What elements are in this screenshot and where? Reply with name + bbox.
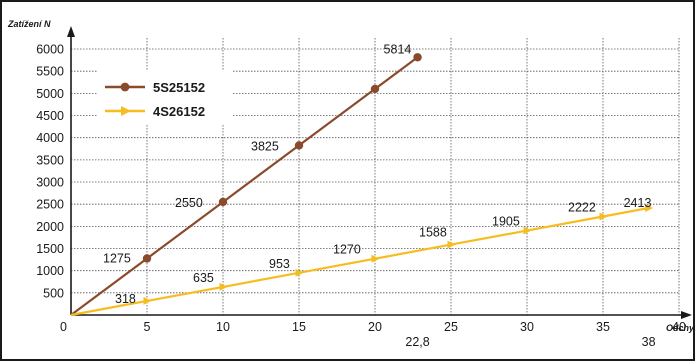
data-label: 3825 <box>251 139 279 153</box>
legend-box <box>97 70 232 125</box>
x-axis-arrow <box>681 311 692 319</box>
data-label: 318 <box>115 292 136 306</box>
gridlines <box>71 38 680 315</box>
data-point <box>295 268 304 277</box>
series <box>70 53 654 317</box>
data-point <box>219 282 228 291</box>
x-tick-label: 35 <box>596 320 610 334</box>
series-line <box>70 56 419 316</box>
y-tick-label: 5500 <box>36 65 64 79</box>
y-tick-label: 2000 <box>36 220 64 234</box>
y-tick-label: 500 <box>43 286 64 300</box>
origin-label: 0 <box>60 320 67 334</box>
y-tick-label: 6000 <box>36 43 64 57</box>
x-tick-label: 10 <box>216 320 230 334</box>
x-tick-label: 25 <box>444 320 458 334</box>
y-tick-label: 4500 <box>36 109 64 123</box>
x-extra-label: 22,8 <box>405 335 429 349</box>
y-tick-label: 2500 <box>36 198 64 212</box>
data-point <box>645 204 654 213</box>
legend-label: 4S26152 <box>153 104 205 119</box>
y-axis-title: Zatížení N <box>7 19 51 29</box>
data-point <box>599 212 608 221</box>
data-label: 1588 <box>419 226 447 240</box>
data-labels: 1275 2550 3825 5814 318 635 953 1270 1588 1905 222… <box>103 42 651 306</box>
data-point <box>371 254 380 263</box>
legend-marker <box>120 82 130 92</box>
x-axis-title: Odchylka mm <box>666 323 693 333</box>
y-tick-label: 1500 <box>36 242 64 256</box>
data-point <box>294 141 304 150</box>
x-extra-label: 38 <box>642 335 656 349</box>
y-tick-label: 4000 <box>36 131 64 145</box>
data-label: 1275 <box>103 251 131 265</box>
data-label: 2550 <box>175 196 203 210</box>
legend-label: 5S25152 <box>153 80 205 95</box>
series-line <box>70 206 649 317</box>
x-tick-label: 30 <box>520 320 534 334</box>
axes: Zatížení N Odchylka mm 0 <box>7 19 693 334</box>
y-tick-label: 3000 <box>36 176 64 190</box>
data-label: 635 <box>193 271 214 285</box>
data-label: 1270 <box>333 243 361 257</box>
series-5S25152 <box>70 53 422 316</box>
legend: 5S25152 4S26152 <box>97 70 232 125</box>
data-point <box>523 226 532 235</box>
x-tick-label: 15 <box>292 320 306 334</box>
x-tick-label: 20 <box>368 320 382 334</box>
data-label: 2222 <box>568 200 596 214</box>
y-tick-label: 5000 <box>36 87 64 101</box>
legend-marker <box>121 106 131 116</box>
data-point <box>370 84 380 94</box>
data-point <box>218 197 228 207</box>
x-tick-label: 5 <box>144 320 151 334</box>
data-point <box>143 296 152 305</box>
data-point <box>447 240 456 249</box>
y-axis-arrow <box>67 26 75 37</box>
tick-labels: 500 1000 1500 2000 2500 3000 3500 4000 4500 5000 5… <box>36 43 686 349</box>
data-label: 2413 <box>624 196 652 210</box>
data-point <box>142 254 152 263</box>
series-4S26152 <box>70 204 654 317</box>
y-tick-label: 3500 <box>36 153 64 167</box>
data-point <box>413 53 422 62</box>
x-tick-label: 40 <box>672 320 686 334</box>
data-label: 5814 <box>384 42 412 56</box>
y-tick-label: 1000 <box>36 264 64 278</box>
data-label: 953 <box>269 257 290 271</box>
data-label: 1905 <box>492 215 520 229</box>
